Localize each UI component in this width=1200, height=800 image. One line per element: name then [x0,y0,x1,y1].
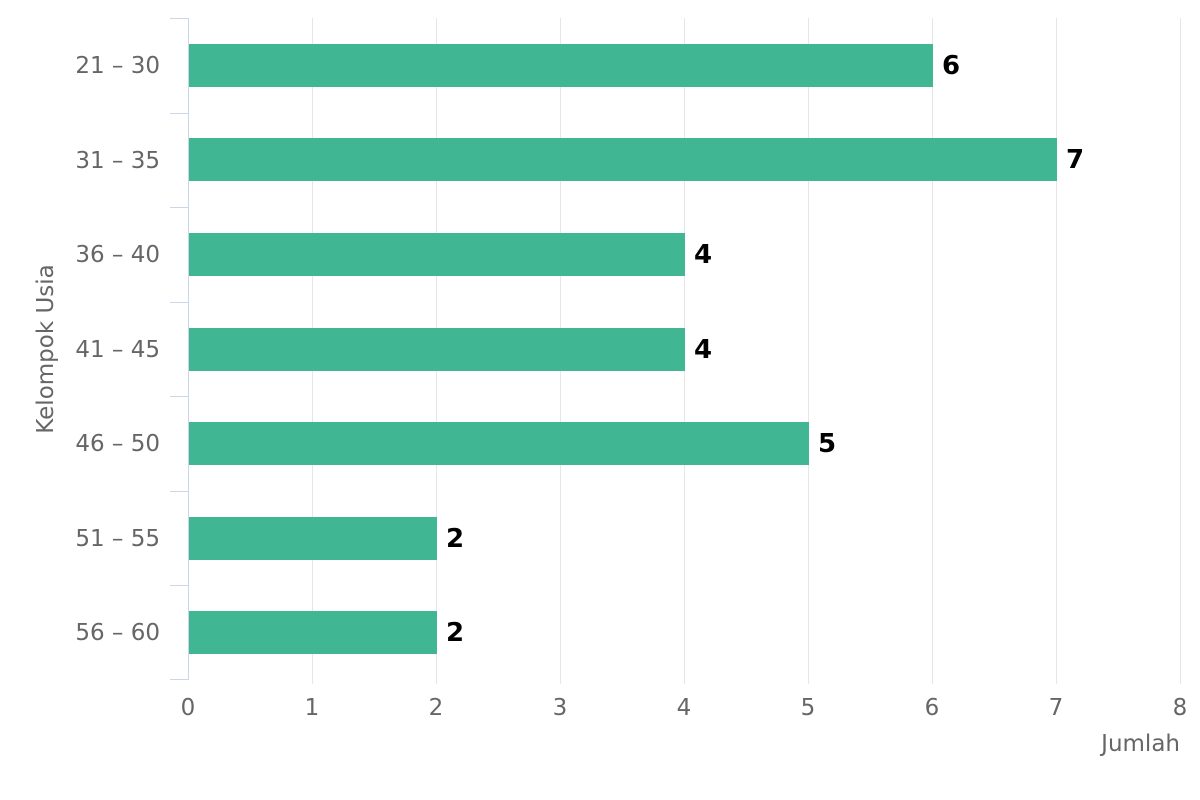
category-label: 31 – 35 [75,147,160,174]
x-axis-tick-label: 6 [924,695,940,721]
bar-46–50 [189,422,809,465]
category-label: 46 – 50 [75,430,160,457]
y-axis-tick [170,302,188,303]
x-axis-tick-label: 8 [1172,695,1188,721]
bar-51–55 [189,517,437,560]
y-axis-tick [170,207,188,208]
x-axis-tick-label: 1 [304,695,320,721]
y-axis-tick [170,679,188,680]
y-axis-tick [170,585,188,586]
bar-21–30 [189,44,933,87]
bar-31–35 [189,138,1057,181]
category-label: 51 – 55 [75,525,160,552]
bar-36–40 [189,233,685,276]
gridline-x-5 [808,18,809,684]
y-axis-title: Kelompok Usia [33,264,59,434]
y-axis-tick [170,396,188,397]
bar-56–60 [189,611,437,654]
x-axis-tick-label: 4 [676,695,692,721]
bar-41–45 [189,328,685,371]
bar-value-label: 2 [446,523,465,554]
bar-value-label: 7 [1066,144,1085,175]
gridline-x-7 [1056,18,1057,684]
y-axis-tick [170,491,188,492]
y-axis-line [188,18,189,680]
bar-value-label: 4 [694,334,713,365]
y-axis-tick [170,18,188,19]
category-label: 56 – 60 [75,619,160,646]
bar-value-label: 6 [942,50,961,81]
x-axis-tick-label: 0 [180,695,196,721]
gridline-x-8 [1180,18,1181,684]
plot-area: 6 7 4 4 5 2 2 [170,18,1181,684]
x-axis-tick-label: 7 [1048,695,1064,721]
bar-value-label: 2 [446,617,465,648]
category-label: 41 – 45 [75,336,160,363]
y-axis-tick [170,113,188,114]
bar-value-label: 5 [818,428,837,459]
category-label: 36 – 40 [75,241,160,268]
x-axis-title: Jumlah [1101,731,1180,757]
gridline-x-6 [932,18,933,684]
x-axis-tick-label: 5 [800,695,816,721]
bar-value-label: 4 [694,239,713,270]
x-axis-tick-label: 3 [552,695,568,721]
category-label: 21 – 30 [75,52,160,79]
x-axis-tick-label: 2 [428,695,444,721]
